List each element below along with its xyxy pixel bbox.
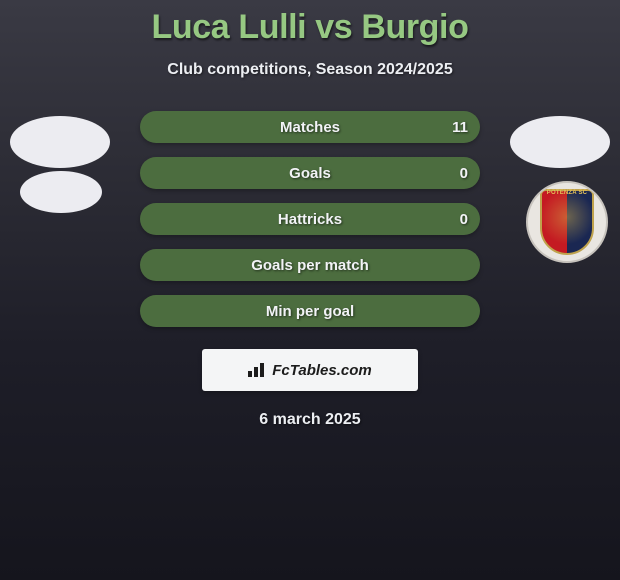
stat-row-hattricks: Hattricks 0 <box>140 203 480 235</box>
stat-label: Matches <box>280 119 340 136</box>
crest-label: POTENZA SC <box>542 190 592 196</box>
stat-label: Goals per match <box>251 257 369 274</box>
potenza-crest-icon: POTENZA SC <box>540 189 594 255</box>
team-logo-left-placeholder <box>10 116 110 168</box>
team-crest-right: POTENZA SC <box>526 181 608 263</box>
stat-right-value: 11 <box>452 119 468 136</box>
stat-row-min-per-goal: Min per goal <box>140 295 480 327</box>
stat-label: Min per goal <box>266 303 354 320</box>
team-logo-right-placeholder <box>510 116 610 168</box>
stat-row-matches: Matches 11 <box>140 111 480 143</box>
stat-right-value: 0 <box>460 165 468 182</box>
stat-row-goals: Goals 0 <box>140 157 480 189</box>
fctables-watermark: FcTables.com <box>202 349 418 391</box>
subtitle: Club competitions, Season 2024/2025 <box>167 61 452 79</box>
fctables-label: FcTables.com <box>272 362 371 379</box>
stats-rows: Matches 11 Goals 0 Hattricks 0 Goals per… <box>140 111 480 327</box>
stat-row-goals-per-match: Goals per match <box>140 249 480 281</box>
date-label: 6 march 2025 <box>259 411 360 429</box>
bars-icon <box>248 363 266 377</box>
comparison-container: POTENZA SC Matches 11 Goals 0 Hattricks … <box>0 111 620 429</box>
stat-right-value: 0 <box>460 211 468 228</box>
stat-label: Hattricks <box>278 211 342 228</box>
stat-label: Goals <box>289 165 331 182</box>
page-title: Luca Lulli vs Burgio <box>152 8 469 47</box>
team-logo-left-placeholder-2 <box>20 171 102 213</box>
